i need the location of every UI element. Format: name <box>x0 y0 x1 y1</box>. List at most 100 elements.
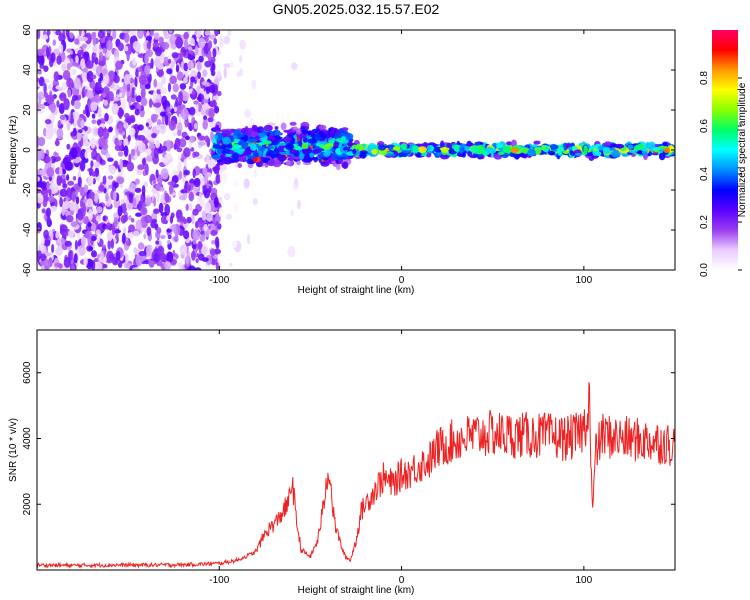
spectrogram-cell <box>53 151 58 157</box>
spectrogram-cell <box>81 90 85 99</box>
spectrogram-cell <box>129 114 136 124</box>
spectrogram-cell <box>155 81 163 90</box>
spectrogram-cell <box>392 146 401 151</box>
spectrogram-cell <box>604 141 612 147</box>
spectrogram-cell <box>137 169 142 176</box>
spectrogram-cell <box>94 193 99 204</box>
spectrogram-cell <box>53 48 61 56</box>
spectrogram-cell <box>215 173 221 184</box>
spectrogram-cell <box>120 198 125 205</box>
spectrogram-cell <box>212 48 217 58</box>
spectrogram-cell <box>55 85 62 90</box>
spectrogram-cell <box>133 247 138 254</box>
spectrogram-cell <box>67 122 71 131</box>
spectrogram-cell <box>125 240 132 246</box>
spectrogram-cell <box>124 45 129 52</box>
spectrogram-cell <box>249 160 255 164</box>
spectrogram-cell <box>97 107 102 119</box>
spectrogram-cell <box>274 131 282 137</box>
spectrogram-cell <box>336 156 347 160</box>
spectrogram-cell <box>87 221 92 228</box>
spectrogram-cell <box>133 230 140 237</box>
snr-x-label: Height of straight line (km) <box>298 585 415 596</box>
spectrogram-cell <box>169 215 174 224</box>
spectrogram-cell <box>149 30 155 37</box>
spectrogram-cell <box>519 154 527 158</box>
y-tick-label: -60 <box>22 262 33 277</box>
spectrogram-cell <box>627 144 634 150</box>
spectrogram-cell <box>223 156 233 165</box>
spectrogram-cell <box>440 140 445 148</box>
spectrogram-cell <box>233 180 239 188</box>
spectrogram-cell <box>342 161 349 169</box>
spectrogram-cell <box>247 138 258 143</box>
spectrogram-cell <box>175 64 180 73</box>
spectrogram-cell <box>58 263 63 269</box>
spectrogram-cell <box>304 157 313 163</box>
spectrogram-cell <box>291 62 298 71</box>
spectrogram-cell <box>200 230 205 236</box>
colorbar-ticks: 0.0 0.2 0.4 0.6 0.8 <box>699 71 742 277</box>
spectrogram-cell <box>274 126 279 130</box>
spectrogram-cell <box>167 234 172 240</box>
spectrogram-cell <box>86 198 94 208</box>
spectrogram-cell <box>129 30 135 37</box>
spectrogram-cell <box>108 184 113 189</box>
spectrogram-cell <box>153 78 157 88</box>
spectrogram-cell <box>91 235 97 242</box>
spectrogram-cell <box>198 55 204 63</box>
spectrogram-cell <box>159 123 167 135</box>
spectrogram-cell <box>91 150 96 158</box>
spectrogram-cell <box>115 250 121 261</box>
spectrogram-cell <box>210 162 216 167</box>
spectrogram-cell <box>59 166 63 177</box>
spectrogram-cell <box>289 149 298 155</box>
spectrogram-cell <box>145 244 152 257</box>
spectrogram-cell <box>124 112 130 119</box>
spectrogram-cell <box>55 137 59 147</box>
spectrogram-cell <box>198 37 206 49</box>
spectrogram-cell <box>122 30 131 34</box>
spectrogram-cell <box>97 30 105 39</box>
spectrogram-cell <box>48 195 55 203</box>
spectrogram-cell <box>102 175 107 185</box>
spectrogram-cell <box>209 248 216 256</box>
spectrogram-cell <box>140 97 148 107</box>
spectrogram-cell <box>52 127 58 134</box>
spectrogram-cell <box>137 124 144 131</box>
spectrogram-cell <box>63 200 70 210</box>
snr-series-line <box>37 382 675 569</box>
spectrogram-cell <box>202 119 208 130</box>
spectrogram-cell <box>49 101 56 114</box>
spectrogram-cell <box>233 202 239 213</box>
spectrogram-cell <box>144 214 153 224</box>
spectrogram-cell <box>163 30 167 36</box>
spectrogram-cell <box>138 142 146 154</box>
spectrogram-cell <box>70 264 75 270</box>
spectrogram-cell <box>74 240 78 251</box>
spectrogram-cell <box>236 71 241 78</box>
spectrogram-cell <box>292 184 298 190</box>
spectrogram-cell <box>95 261 103 270</box>
spectrogram-cell <box>325 159 332 164</box>
spectrogram-cell <box>196 61 202 71</box>
spectrogram-cell <box>93 94 101 103</box>
spectrogram-cell <box>204 202 212 214</box>
spectrogram-cell <box>341 127 349 131</box>
spectrogram-cell <box>188 202 193 212</box>
spectrogram-cell <box>510 147 519 154</box>
spectrogram-cell <box>203 115 208 121</box>
spectrogram-cell <box>207 40 213 49</box>
spectrogram-cell <box>320 141 329 145</box>
spectrogram-cell <box>155 240 160 245</box>
spectrogram-cell <box>256 161 263 168</box>
spectrogram-cell <box>37 176 41 182</box>
spectrogram-cell <box>277 138 284 142</box>
y-tick-label: 60 <box>22 24 33 36</box>
spectrogram-cell <box>123 74 131 85</box>
spectrogram-cell <box>53 71 59 82</box>
spectrogram-cell <box>325 132 336 138</box>
spectrogram-cell <box>58 43 64 54</box>
spectrogram-cell <box>107 157 114 162</box>
spectrogram-cell <box>104 112 109 122</box>
